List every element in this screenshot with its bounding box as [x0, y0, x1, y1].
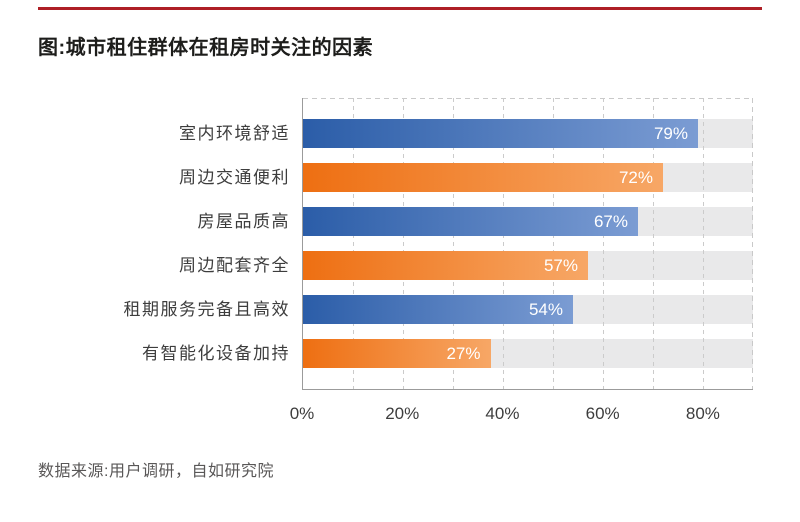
bar-row: 57% — [303, 251, 753, 280]
plot-top-dashed-border — [303, 98, 753, 99]
gridline — [703, 98, 704, 389]
category-label: 周边交通便利 — [179, 168, 290, 187]
category-label: 租期服务完备且高效 — [123, 300, 290, 319]
plot-area: 79% 72% 67% 57% 54% 27% — [302, 98, 753, 390]
x-tick-label: 60% — [585, 404, 620, 423]
x-tick-label: 0% — [289, 404, 315, 423]
bar: 27% — [303, 339, 491, 368]
bar-row: 54% — [303, 295, 753, 324]
bar-value-label: 27% — [446, 344, 481, 363]
bar-row: 79% — [303, 119, 753, 148]
x-tick-label: 20% — [385, 404, 420, 423]
chart-title: 图:城市租住群体在租房时关注的因素 — [38, 37, 374, 59]
bar: 67% — [303, 207, 638, 236]
bar-value-label: 72% — [618, 168, 653, 187]
bar: 79% — [303, 119, 698, 148]
source-note: 数据来源:用户调研，自如研究院 — [38, 463, 274, 480]
bar-value-label: 54% — [528, 300, 563, 319]
gridline — [653, 98, 654, 389]
gridline — [403, 98, 404, 389]
category-label: 房屋品质高 — [197, 212, 290, 231]
bar: 54% — [303, 295, 573, 324]
bar-value-label: 67% — [593, 212, 628, 231]
gridline — [353, 98, 354, 389]
gridline — [503, 98, 504, 389]
category-label: 有智能化设备加持 — [142, 344, 290, 363]
bar-row: 67% — [303, 207, 753, 236]
bar-row: 72% — [303, 163, 753, 192]
x-tick-label: 40% — [485, 404, 520, 423]
bar-row: 27% — [303, 339, 753, 368]
top-red-rule — [38, 7, 762, 10]
x-tick-label: 80% — [685, 404, 720, 423]
plot-right-dashed-border — [752, 98, 753, 389]
bar-value-label: 57% — [543, 256, 578, 275]
category-label: 周边配套齐全 — [179, 256, 290, 275]
gridline — [553, 98, 554, 389]
bar: 57% — [303, 251, 588, 280]
bar-value-label: 79% — [653, 124, 688, 143]
bar-chart: 79% 72% 67% 57% 54% 27% 室内环境舒适 周边交通便利房屋品质高周边配套… — [0, 98, 800, 423]
bar: 72% — [303, 163, 663, 192]
gridline — [602, 98, 604, 389]
gridline — [452, 98, 454, 389]
category-label: 室内环境舒适 — [179, 124, 290, 143]
